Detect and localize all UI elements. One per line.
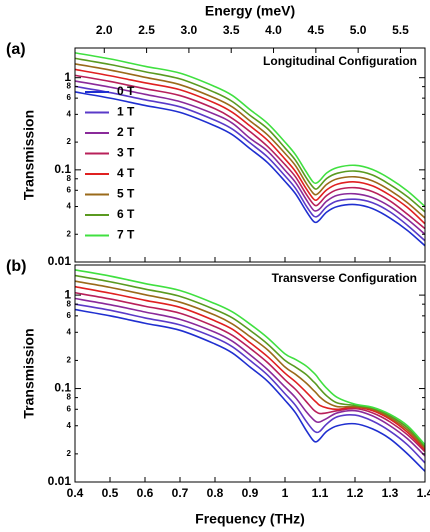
annotation: Longitudinal Configuration (263, 54, 417, 68)
series-line (74, 297, 426, 457)
legend-label: 4 T (117, 166, 135, 180)
series-line (74, 80, 426, 235)
legend-label: 6 T (117, 207, 135, 221)
x-tick-label: 1.1 (312, 486, 329, 500)
legend-label: 3 T (117, 146, 135, 160)
y-tick-label: 4 (67, 327, 72, 336)
series-line (74, 57, 426, 213)
y-tick-label: 6 (67, 404, 72, 413)
x2-tick-label: 2.5 (138, 23, 155, 37)
y-tick-label: 0.1 (54, 162, 71, 176)
legend-label: 2 T (117, 125, 135, 139)
x-tick-label: 0.8 (207, 486, 224, 500)
x2-tick-label: 5.5 (392, 23, 409, 37)
legend-label: 1 T (117, 105, 135, 119)
series-line (74, 280, 426, 449)
x2-tick-label: 4.5 (307, 23, 324, 37)
panel-label: (a) (6, 41, 26, 58)
x-tick-label: 0.4 (67, 486, 84, 500)
y-tick-label: 4 (67, 421, 72, 430)
y-tick-label: 0.1 (54, 381, 71, 395)
y-tick-label: 6 (67, 93, 72, 102)
series-line (74, 285, 426, 451)
series-line (74, 85, 426, 242)
y-tick-label: 6 (67, 185, 72, 194)
panel-label: (b) (6, 258, 26, 275)
series-line (74, 308, 426, 472)
series-line (74, 269, 426, 446)
y-tick-label: 6 (67, 311, 72, 320)
series-line (74, 68, 426, 225)
x-tick-label: 1.4 (417, 486, 430, 500)
y-tick-label: 2 (67, 449, 72, 458)
annotation: Transverse Configuration (272, 271, 417, 285)
plot-frame (74, 264, 426, 483)
y-tick-label: 2 (67, 137, 72, 146)
legend-label: 7 T (117, 228, 135, 242)
y-tick-label: 8 (67, 299, 72, 308)
y-tick-label: 0.01 (48, 254, 72, 268)
y-tick-label: 4 (67, 109, 72, 118)
x-tick-label: 1.2 (347, 486, 364, 500)
series-line (74, 63, 426, 219)
x2-tick-label: 5.0 (350, 23, 367, 37)
x-tick-label: 1 (282, 486, 289, 500)
x2-tick-label: 4.0 (265, 23, 282, 37)
x-tick-label: 0.9 (242, 486, 259, 500)
x-tick-label: 0.6 (137, 486, 154, 500)
y-tick-label: 1 (64, 70, 71, 84)
y-tick-label: 2 (67, 356, 72, 365)
y-tick-label: 2 (67, 229, 72, 238)
y-tick-label: 0.01 (48, 474, 72, 488)
y-axis-label: Transmission (21, 110, 37, 200)
y-tick-label: 4 (67, 202, 72, 211)
x2-tick-label: 3.5 (223, 23, 240, 37)
legend-label: 5 T (117, 187, 135, 201)
x2-axis-label: Energy (meV) (205, 3, 295, 19)
y-tick-label: 1 (64, 287, 71, 301)
series-line (74, 74, 426, 230)
series-line (74, 91, 426, 247)
x-tick-label: 0.7 (172, 486, 189, 500)
y-tick-label: 8 (67, 82, 72, 91)
series-line (74, 303, 426, 464)
x-axis-label: Frequency (THz) (195, 511, 305, 527)
x2-tick-label: 2.0 (96, 23, 113, 37)
x2-tick-label: 3.0 (181, 23, 198, 37)
y-axis-label: Transmission (21, 328, 37, 418)
series-line (74, 52, 426, 208)
x-tick-label: 1.3 (382, 486, 399, 500)
y-tick-label: 8 (67, 393, 72, 402)
y-tick-label: 8 (67, 174, 72, 183)
x-tick-label: 0.5 (102, 486, 119, 500)
legend-label: 0 T (117, 84, 135, 98)
series-line (74, 291, 426, 453)
